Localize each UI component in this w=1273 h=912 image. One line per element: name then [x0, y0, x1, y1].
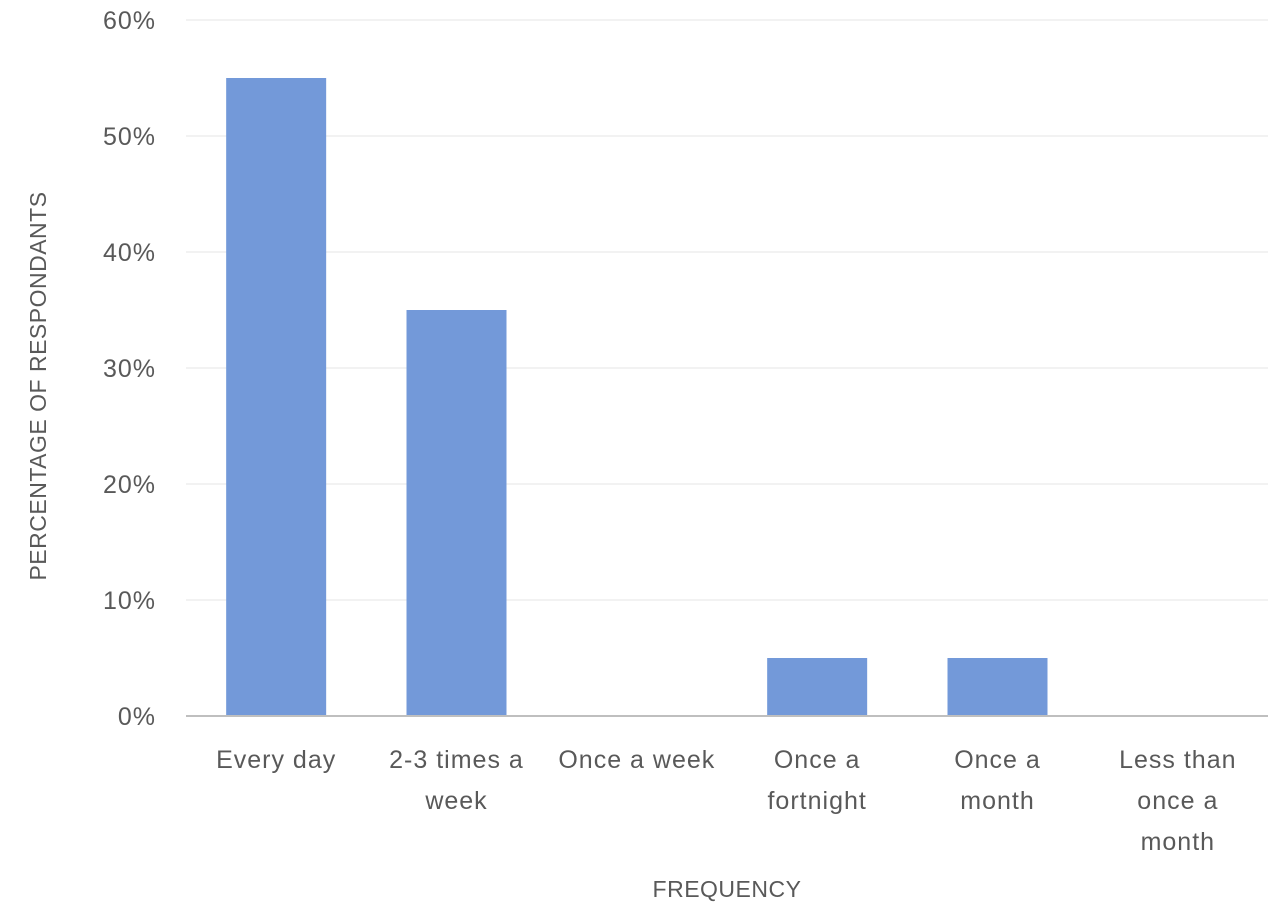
- y-tick-label: 0%: [118, 703, 156, 731]
- bars: [226, 78, 1048, 716]
- bar: [226, 78, 327, 716]
- y-axis-title: PERCENTAGE OF RESPONDANTS: [25, 191, 51, 580]
- bar: [767, 658, 868, 716]
- y-tick-label: 40%: [103, 239, 156, 267]
- x-category-label: 2-3 times a week: [389, 746, 524, 815]
- x-category-label: Less than once a month: [1119, 746, 1236, 856]
- x-axis-title: FREQUENCY: [653, 876, 802, 902]
- y-tick-labels: 0% 10% 20% 30% 40% 50% 60%: [103, 7, 156, 731]
- bar: [947, 658, 1048, 716]
- bar: [406, 310, 507, 716]
- y-tick-label: 60%: [103, 7, 156, 35]
- y-tick-label: 20%: [103, 471, 156, 499]
- x-category-label: Once a fortnight: [767, 746, 866, 815]
- x-category-label: Every day: [216, 746, 336, 774]
- x-category-label: Once a month: [954, 746, 1041, 815]
- gridlines: [186, 19, 1268, 601]
- x-category-label: Once a week: [558, 746, 715, 774]
- y-tick-label: 10%: [103, 587, 156, 615]
- y-tick-label: 30%: [103, 355, 156, 383]
- y-tick-label: 50%: [103, 123, 156, 151]
- x-category-labels: Every day 2-3 times a week Once a week Once …: [216, 746, 1236, 856]
